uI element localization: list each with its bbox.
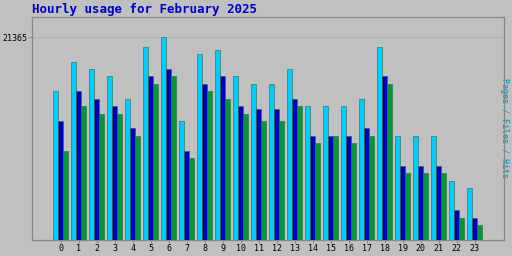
Bar <box>405 173 410 256</box>
Bar <box>359 99 364 256</box>
Bar <box>431 136 436 256</box>
Bar <box>184 151 189 256</box>
Text: Hourly usage for February 2025: Hourly usage for February 2025 <box>32 3 257 16</box>
Bar <box>58 121 63 256</box>
Bar <box>154 84 158 256</box>
Bar <box>53 91 58 256</box>
Bar <box>108 77 113 256</box>
Bar <box>297 106 303 256</box>
Bar <box>251 84 257 256</box>
Bar <box>207 91 212 256</box>
Bar <box>395 136 400 256</box>
Bar <box>243 114 248 256</box>
Bar <box>315 143 321 256</box>
Bar <box>233 77 238 256</box>
Bar <box>472 218 477 256</box>
Bar <box>346 136 351 256</box>
Bar <box>341 106 346 256</box>
Bar <box>454 210 459 256</box>
Bar <box>81 106 87 256</box>
Bar <box>441 173 446 256</box>
Bar <box>269 84 274 256</box>
Bar <box>351 143 356 256</box>
Bar <box>274 109 280 256</box>
Bar <box>161 37 166 256</box>
Bar <box>225 99 230 256</box>
Bar <box>197 54 202 256</box>
Bar <box>76 91 81 256</box>
Bar <box>189 158 195 256</box>
Bar <box>467 188 472 256</box>
Bar <box>369 136 374 256</box>
Bar <box>131 129 135 256</box>
Bar <box>166 69 172 256</box>
Y-axis label: Pages / Files / Hits: Pages / Files / Hits <box>500 79 509 178</box>
Bar <box>172 77 177 256</box>
Bar <box>292 99 297 256</box>
Bar <box>477 225 482 256</box>
Bar <box>423 173 428 256</box>
Bar <box>382 77 387 256</box>
Bar <box>449 180 454 256</box>
Bar <box>459 218 464 256</box>
Bar <box>143 47 148 256</box>
Bar <box>280 121 284 256</box>
Bar <box>71 61 76 256</box>
Bar <box>377 47 382 256</box>
Bar <box>310 136 315 256</box>
Bar <box>220 77 225 256</box>
Bar <box>90 69 94 256</box>
Bar <box>261 121 266 256</box>
Bar <box>125 99 131 256</box>
Bar <box>333 136 338 256</box>
Bar <box>400 166 405 256</box>
Bar <box>99 114 104 256</box>
Bar <box>135 136 140 256</box>
Bar <box>117 114 122 256</box>
Bar <box>202 84 207 256</box>
Bar <box>113 106 117 256</box>
Bar <box>215 50 220 256</box>
Bar <box>63 151 69 256</box>
Bar <box>94 99 99 256</box>
Bar <box>257 109 261 256</box>
Bar <box>328 136 333 256</box>
Bar <box>387 84 392 256</box>
Bar <box>305 106 310 256</box>
Bar <box>436 166 441 256</box>
Bar <box>148 77 154 256</box>
Bar <box>364 129 369 256</box>
Bar <box>287 69 292 256</box>
Bar <box>323 106 328 256</box>
Bar <box>238 106 243 256</box>
Bar <box>179 121 184 256</box>
Bar <box>413 136 418 256</box>
Bar <box>418 166 423 256</box>
